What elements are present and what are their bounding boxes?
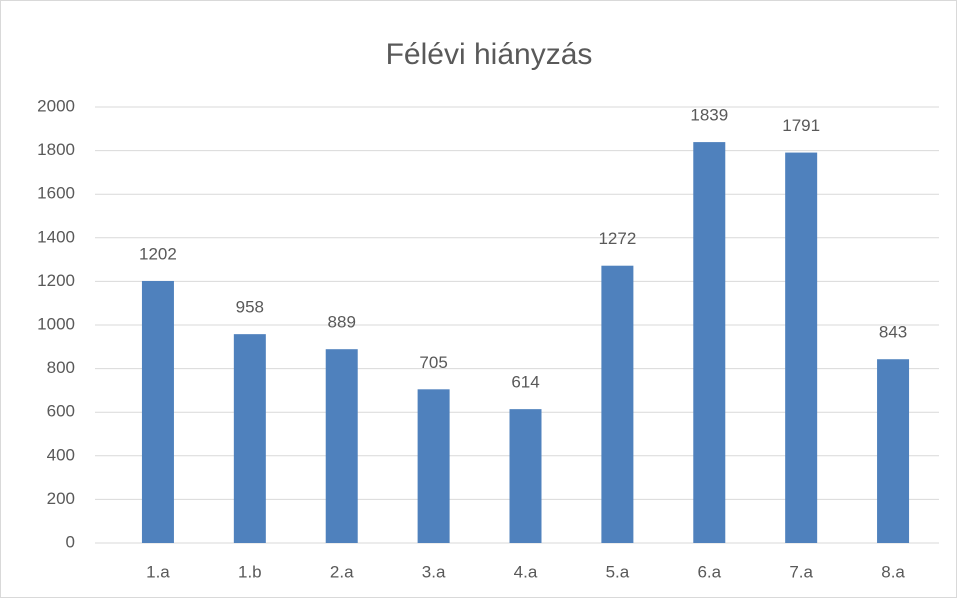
y-tick-label: 2000	[37, 96, 75, 115]
y-tick-label: 200	[47, 489, 75, 508]
y-tick-label: 600	[47, 402, 75, 421]
data-label: 1202	[139, 244, 177, 263]
bar	[785, 152, 818, 543]
x-tick-label: 7.a	[789, 562, 813, 581]
data-label: 843	[879, 323, 907, 342]
bar	[325, 349, 358, 543]
x-tick-label: 2.a	[330, 562, 354, 581]
bar	[141, 280, 174, 543]
chart-title: Félévi hiányzás	[386, 38, 593, 71]
x-tick-label: 5.a	[606, 562, 630, 581]
bar	[417, 389, 450, 543]
data-label: 958	[236, 298, 264, 317]
bar	[509, 409, 542, 543]
y-tick-label: 1000	[37, 314, 75, 333]
bar	[233, 334, 266, 543]
y-tick-label: 800	[47, 358, 75, 377]
x-tick-label: 1.b	[238, 562, 262, 581]
x-tick-label: 6.a	[697, 562, 721, 581]
y-tick-label: 1200	[37, 271, 75, 290]
bar	[601, 265, 634, 543]
x-tick-label: 1.a	[146, 562, 170, 581]
y-tick-label: 0	[66, 532, 75, 551]
x-tick-label: 4.a	[514, 562, 538, 581]
bar	[693, 142, 726, 543]
data-label: 1272	[598, 229, 636, 248]
data-label: 1791	[782, 116, 820, 135]
x-tick-label: 8.a	[881, 562, 905, 581]
data-label: 1839	[690, 106, 728, 125]
data-label: 889	[328, 313, 356, 332]
y-tick-label: 1400	[37, 227, 75, 246]
y-tick-label: 1800	[37, 140, 75, 159]
data-label: 614	[511, 373, 539, 392]
bar	[877, 359, 910, 543]
data-label: 705	[419, 353, 447, 372]
x-tick-label: 3.a	[422, 562, 446, 581]
y-tick-label: 1600	[37, 184, 75, 203]
y-tick-label: 400	[47, 445, 75, 464]
